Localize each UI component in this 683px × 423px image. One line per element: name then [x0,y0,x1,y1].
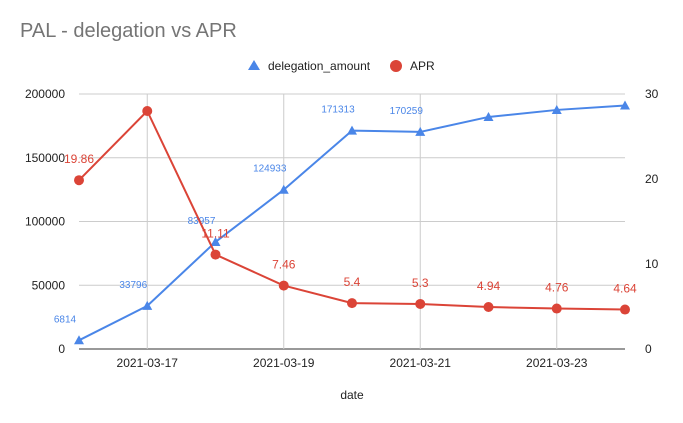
y-left-tick-label: 200000 [25,87,65,101]
y-left-tick-label: 50000 [32,278,66,292]
data-point-circle [210,249,221,260]
legend-marker-circle [390,60,402,72]
data-label: 4.64 [613,282,637,296]
data-label: 7.46 [272,258,296,272]
y-left-tick-label: 0 [58,342,65,356]
data-point-circle [415,298,426,309]
x-tick-label: 2021-03-21 [390,356,452,370]
data-point-triangle [347,125,357,135]
data-point-triangle [551,104,562,114]
data-point-triangle [278,184,289,194]
data-point-circle [483,302,494,313]
data-label: 33796 [119,280,147,291]
data-label: 5.4 [344,275,361,289]
data-label: 11.11 [201,227,230,241]
data-label: 4.76 [545,281,569,295]
data-point-triangle [415,126,426,136]
data-point-triangle [210,236,221,246]
data-label: 171313 [321,105,355,116]
y-right-tick-label: 30 [645,87,659,101]
data-point-circle [74,175,84,186]
data-label: 5.3 [412,276,429,290]
x-tick-label: 2021-03-17 [117,356,179,370]
legend-label: delegation_amount [268,59,371,73]
data-label: 19.86 [64,152,94,166]
y-right-tick-label: 20 [645,172,659,186]
y-right-tick-label: 0 [645,342,652,356]
legend-marker-triangle [248,60,260,70]
chart-title: PAL - delegation vs APR [20,20,237,42]
data-label: 83957 [188,216,216,227]
data-point-circle [620,304,630,315]
data-point-triangle [620,100,630,110]
data-point-circle [551,303,562,314]
data-label: 170259 [390,106,424,117]
y-left-tick-label: 150000 [25,151,65,165]
data-point-triangle [483,111,494,121]
data-point-circle [278,280,289,291]
data-point-circle [347,298,357,309]
x-axis-title: date [340,388,364,402]
data-point-triangle [74,335,84,345]
data-label: 4.94 [477,279,501,293]
data-label: 6814 [54,314,77,325]
x-tick-label: 2021-03-19 [253,356,315,370]
y-right-tick-label: 10 [645,257,659,271]
x-tick-label: 2021-03-23 [526,356,588,370]
data-label: 124933 [253,164,287,175]
legend-label: APR [410,59,435,73]
y-left-tick-label: 100000 [25,215,65,229]
data-point-circle [142,106,153,116]
data-point-triangle [142,300,153,310]
